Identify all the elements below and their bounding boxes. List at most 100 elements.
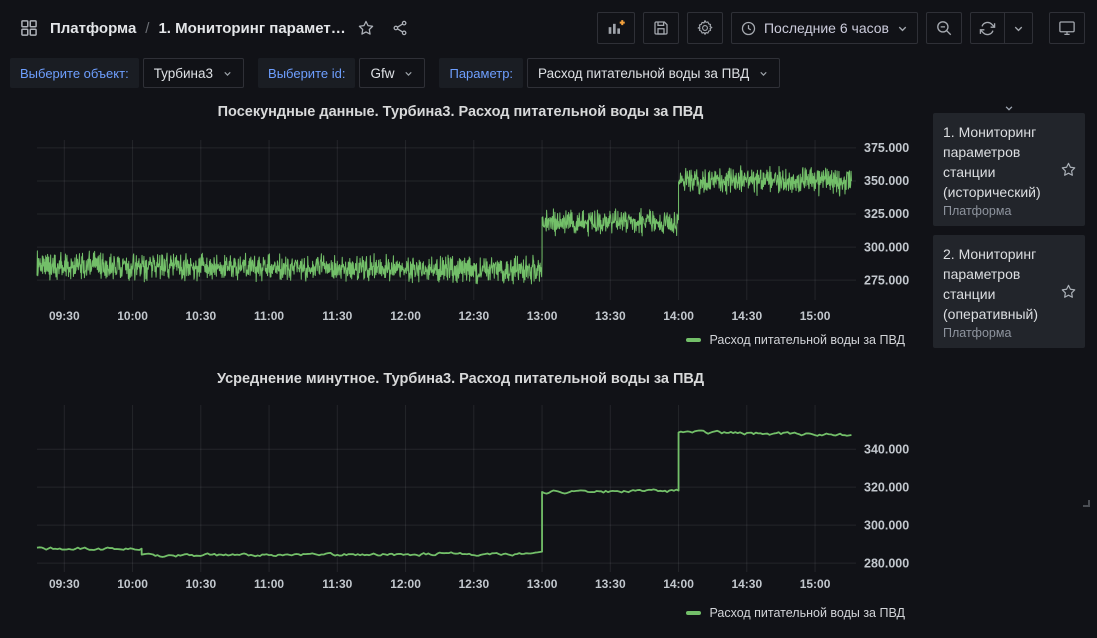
clock-icon (741, 21, 756, 35)
favorite-toggle[interactable] (1060, 161, 1077, 183)
dashboard-search-list: 1. Мониторинг параметров станции (истори… (933, 101, 1085, 357)
x-tick-label: 10:00 (117, 577, 148, 591)
breadcrumb: Платформа / 1. Мониторинг парамет… (50, 20, 346, 37)
resize-corner-icon (1083, 500, 1090, 507)
x-tick-label: 14:30 (731, 309, 762, 323)
x-tick-label: 15:00 (800, 577, 831, 591)
x-tick-label: 09:30 (49, 309, 80, 323)
variable-parameter: Параметр: Расход питательной воды за ПВД (439, 58, 781, 88)
variable-object-label: Выберите объект: (10, 58, 139, 88)
legend-swatch (686, 338, 702, 342)
y-tick-label: 300.000 (864, 518, 909, 532)
dashboard-card-operational[interactable]: 2. Мониторинг параметров станции (операт… (933, 235, 1085, 348)
chevron-down-icon (1014, 26, 1023, 31)
x-tick-label: 13:00 (527, 577, 558, 591)
x-tick-label: 13:00 (527, 309, 558, 323)
dashboard-card-title: 1. Мониторинг параметров станции (истори… (943, 124, 1041, 200)
x-tick-label: 10:30 (185, 309, 216, 323)
breadcrumb-current[interactable]: 1. Мониторинг парамет… (158, 19, 346, 37)
variable-id-select[interactable]: Gfw (359, 58, 426, 88)
chevron-down-icon (1005, 106, 1013, 111)
breadcrumb-separator: / (145, 19, 150, 37)
star-icon (1061, 284, 1076, 298)
panel-per-second: Посекундные данные. Турбина3. Расход пит… (8, 96, 913, 350)
legend-label: Расход питательной воды за ПВД (709, 606, 905, 620)
monitor-icon (1059, 21, 1075, 36)
refresh-interval-dropdown[interactable] (1005, 12, 1033, 44)
add-panel-icon (608, 20, 625, 34)
chevron-down-icon (898, 26, 907, 31)
y-tick-label: 320.000 (864, 480, 909, 494)
variable-parameter-label: Параметр: (439, 58, 524, 88)
x-tick-label: 11:30 (322, 577, 352, 591)
x-tick-label: 12:00 (390, 577, 421, 591)
series-line (36, 429, 852, 558)
variable-parameter-select[interactable]: Расход питательной воды за ПВД (527, 58, 781, 88)
panel-resize-handle[interactable] (1080, 494, 1090, 512)
x-tick-label: 12:00 (390, 309, 421, 323)
panel-title-per-second[interactable]: Посекундные данные. Турбина3. Расход пит… (217, 104, 704, 120)
x-tick-label: 14:30 (731, 577, 762, 591)
time-series-chart-per-second[interactable]: 275.000 300.000 325.000 350.000 375.000 09:30… (8, 132, 913, 330)
variable-object-select[interactable]: Турбина3 (142, 58, 245, 88)
chevron-down-icon (405, 71, 413, 76)
dashboard-card-folder: Платформа (943, 204, 1012, 218)
nav-left: Платформа / 1. Мониторинг парамет… (14, 13, 414, 43)
kiosk-mode-button[interactable] (1049, 12, 1085, 44)
top-nav: Платформа / 1. Мониторинг парамет… После… (0, 0, 1097, 56)
apps-grid-icon (21, 20, 37, 36)
legend-minute-average[interactable]: Расход питательной воды за ПВД (8, 603, 913, 623)
x-tick-label: 12:30 (458, 577, 489, 591)
list-scroll-indicator[interactable] (933, 101, 1085, 113)
y-tick-label: 350.000 (864, 174, 909, 188)
chevron-down-icon (224, 71, 231, 76)
legend-swatch (686, 611, 702, 615)
refresh-icon (979, 21, 996, 35)
favorite-toggle[interactable] (1060, 283, 1077, 305)
y-tick-label: 275.000 (864, 273, 909, 287)
apps-menu-button[interactable] (14, 13, 44, 43)
refresh-button[interactable] (970, 12, 1005, 44)
x-tick-label: 13:30 (595, 577, 626, 591)
dashboard-card-folder: Платформа (943, 326, 1012, 340)
x-tick-label: 14:00 (663, 577, 694, 591)
legend-per-second[interactable]: Расход питательной воды за ПВД (8, 330, 913, 350)
time-series-chart-minute-average[interactable]: 280.000 300.000 320.000 340.000 09:30 10:00 10… (8, 399, 913, 603)
variable-id-label: Выберите id: (258, 58, 356, 88)
dashboard-card-historical[interactable]: 1. Мониторинг параметров станции (истори… (933, 113, 1085, 226)
y-tick-label: 375.000 (864, 141, 909, 155)
y-tick-label: 280.000 (864, 556, 909, 570)
y-tick-label: 300.000 (864, 240, 909, 254)
time-zoom-out-button[interactable] (926, 12, 962, 44)
variable-object-value: Турбина3 (153, 65, 214, 81)
star-icon (1061, 162, 1076, 176)
dashboard-settings-button[interactable] (686, 12, 723, 44)
x-tick-label: 10:30 (185, 577, 216, 591)
variable-object: Выберите объект: Турбина3 (10, 58, 245, 88)
gear-icon (697, 20, 713, 35)
time-range-picker[interactable]: Последние 6 часов (730, 12, 918, 44)
x-tick-label: 15:00 (800, 309, 831, 323)
x-tick-label: 13:30 (595, 309, 626, 323)
y-tick-label: 340.000 (864, 442, 909, 456)
x-tick-label: 12:30 (458, 309, 489, 323)
share-icon (393, 20, 407, 36)
variable-id-value: Gfw (370, 65, 395, 81)
nav-toolbar: Последние 6 часов (596, 12, 1085, 44)
x-tick-label: 11:00 (254, 309, 284, 323)
legend-label: Расход питательной воды за ПВД (709, 333, 905, 347)
time-range-label: Последние 6 часов (763, 20, 889, 36)
x-tick-label: 11:30 (322, 309, 352, 323)
favorite-dashboard-button[interactable] (352, 14, 380, 42)
variable-id: Выберите id: Gfw (258, 58, 426, 88)
add-panel-button[interactable] (596, 12, 635, 44)
panel-title-minute-average[interactable]: Усреднение минутное. Турбина3. Расход пи… (216, 371, 705, 387)
refresh-button-group (970, 12, 1033, 44)
series-line (36, 165, 852, 285)
save-dashboard-button[interactable] (642, 12, 679, 44)
dashboard-panels: Посекундные данные. Турбина3. Расход пит… (8, 96, 913, 623)
share-dashboard-button[interactable] (386, 14, 414, 42)
star-icon (358, 20, 373, 35)
x-tick-label: 09:30 (49, 577, 80, 591)
breadcrumb-root[interactable]: Платформа (50, 19, 137, 37)
